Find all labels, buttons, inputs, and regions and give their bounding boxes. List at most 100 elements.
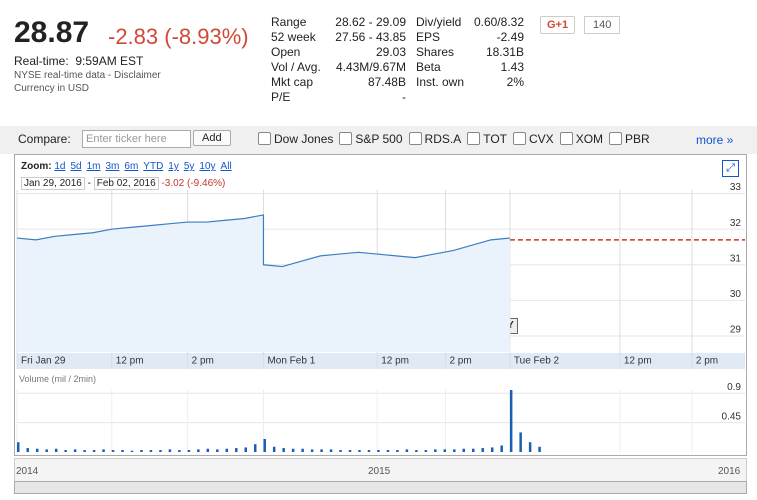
zoom-link[interactable]: YTD xyxy=(143,161,164,172)
navigator-label: 2015 xyxy=(368,466,391,477)
compare-option[interactable]: PBR xyxy=(625,132,650,146)
stat-label: Inst. own xyxy=(416,75,465,89)
ticker-input[interactable]: Enter ticker here xyxy=(82,130,191,148)
volume-bar xyxy=(348,450,352,452)
y-tick-label: 0.9 xyxy=(727,382,741,393)
stat-value: 18.31B xyxy=(485,45,524,59)
zoom-link[interactable]: 1m xyxy=(86,161,101,172)
volume-bar xyxy=(168,449,172,452)
volume-bar xyxy=(83,450,86,452)
zoom-link[interactable]: 5y xyxy=(183,161,195,172)
zoom-link[interactable]: 6m xyxy=(124,161,139,172)
stat-value: 4.43M/9.67M xyxy=(335,60,406,74)
stat-value: -2.49 xyxy=(496,30,524,44)
stats-right: Div/yield 0.60/8.32 EPS -2.49 Shares 18.31B Be… xyxy=(416,15,524,90)
stat-row: Range 28.62 - 29.09 xyxy=(271,15,406,30)
y-tick-label: 32 xyxy=(730,218,742,229)
volume-bar xyxy=(339,450,342,452)
volume-bar xyxy=(282,448,285,452)
stat-label: Mkt cap xyxy=(271,75,314,89)
compare-option[interactable]: XOM xyxy=(575,132,604,146)
x-tick-label: 12 pm xyxy=(381,356,409,367)
scrollbar[interactable] xyxy=(14,481,747,494)
date-from[interactable]: Jan 29, 2016 xyxy=(21,177,85,190)
volume-bar xyxy=(443,449,447,452)
zoom-link[interactable]: 3m xyxy=(105,161,120,172)
zoom-link[interactable]: 10y xyxy=(199,161,216,172)
stat-value: 87.48B xyxy=(367,75,406,89)
volume-bar xyxy=(462,448,466,452)
realtime: Real-time: 9:59AM EST xyxy=(14,54,143,68)
stat-row: Div/yield 0.60/8.32 xyxy=(416,15,524,30)
zoom-link[interactable]: 5d xyxy=(70,161,82,172)
y-tick-label: 0.45 xyxy=(722,411,742,422)
checkbox[interactable] xyxy=(609,132,623,145)
volume-bar xyxy=(272,446,276,452)
stat-row: Mkt cap 87.48B xyxy=(271,75,406,90)
checkbox[interactable] xyxy=(339,132,353,145)
zoom-link[interactable]: All xyxy=(220,161,232,172)
expand-button[interactable]: ⤢ xyxy=(722,160,739,177)
stat-row: Inst. own 2% xyxy=(416,75,524,90)
y-tick-label: 30 xyxy=(730,289,742,300)
volume-bar xyxy=(197,449,200,452)
checkbox[interactable] xyxy=(513,132,526,145)
x-tick-label: 2 pm xyxy=(449,356,471,367)
checkbox[interactable] xyxy=(408,132,422,145)
volume-bar xyxy=(329,449,333,452)
y-tick-label: 31 xyxy=(730,253,742,264)
volume-bar xyxy=(140,450,143,452)
stat-label: Open xyxy=(271,45,301,59)
volume-bar xyxy=(509,390,513,452)
stat-row: Shares 18.31B xyxy=(416,45,524,60)
x-tick-label: 2 pm xyxy=(192,356,214,367)
compare-option[interactable]: RDS.A xyxy=(424,132,462,146)
stat-label: EPS xyxy=(416,30,441,44)
x-tick-label: 2 pm xyxy=(696,356,718,367)
time: 9:59AM EST xyxy=(75,54,144,68)
date-to[interactable]: Feb 02, 2016 xyxy=(93,177,159,190)
volume-bar xyxy=(206,448,210,452)
x-tick-label: 12 pm xyxy=(116,356,144,367)
stat-value: 2% xyxy=(506,75,524,89)
stat-label: Range xyxy=(271,15,307,29)
volume-bar xyxy=(424,450,428,452)
x-axis-band xyxy=(17,353,745,369)
zoom-label: Zoom: xyxy=(21,161,52,172)
more-link[interactable]: more » xyxy=(696,133,734,147)
y-tick-label: 33 xyxy=(730,182,742,193)
volume-bar xyxy=(519,432,522,452)
volume-bar xyxy=(159,450,162,452)
volume-bar xyxy=(149,450,153,452)
gplus-button[interactable]: G+1 xyxy=(540,16,576,34)
volume-label: Volume (mil / 2min) xyxy=(19,374,97,384)
volume-bar xyxy=(225,448,229,452)
volume-bar xyxy=(253,444,257,452)
compare-option[interactable]: TOT xyxy=(483,132,507,146)
x-tick-label: Tue Feb 2 xyxy=(514,356,560,367)
volume-bar xyxy=(178,450,181,452)
compare-option[interactable]: CVX xyxy=(529,132,554,146)
navigator-label: 2014 xyxy=(16,466,39,477)
volume-bar xyxy=(17,442,20,452)
price-line xyxy=(16,214,510,268)
checkbox[interactable] xyxy=(467,132,481,145)
zoom-link[interactable]: 1d xyxy=(54,161,66,172)
volume-bar xyxy=(310,449,314,452)
zoom-link[interactable]: 1y xyxy=(168,161,179,172)
volume-bar xyxy=(26,448,29,452)
volume-bar xyxy=(35,448,39,452)
volume-bar xyxy=(472,448,475,452)
checkbox[interactable] xyxy=(559,132,573,145)
compare-option[interactable]: S&P 500 xyxy=(355,132,403,146)
add-button[interactable]: Add xyxy=(193,130,231,146)
volume-bar xyxy=(538,446,541,452)
stat-label: Beta xyxy=(416,60,441,74)
navigator[interactable] xyxy=(14,458,747,482)
compare-option[interactable]: Dow Jones xyxy=(274,132,334,146)
checkbox[interactable] xyxy=(258,132,271,145)
stat-label: Div/yield xyxy=(416,15,462,29)
volume-bar xyxy=(367,450,371,452)
source[interactable]: NYSE real-time data - Disclaimer xyxy=(14,70,161,81)
volume-bar xyxy=(45,449,48,452)
